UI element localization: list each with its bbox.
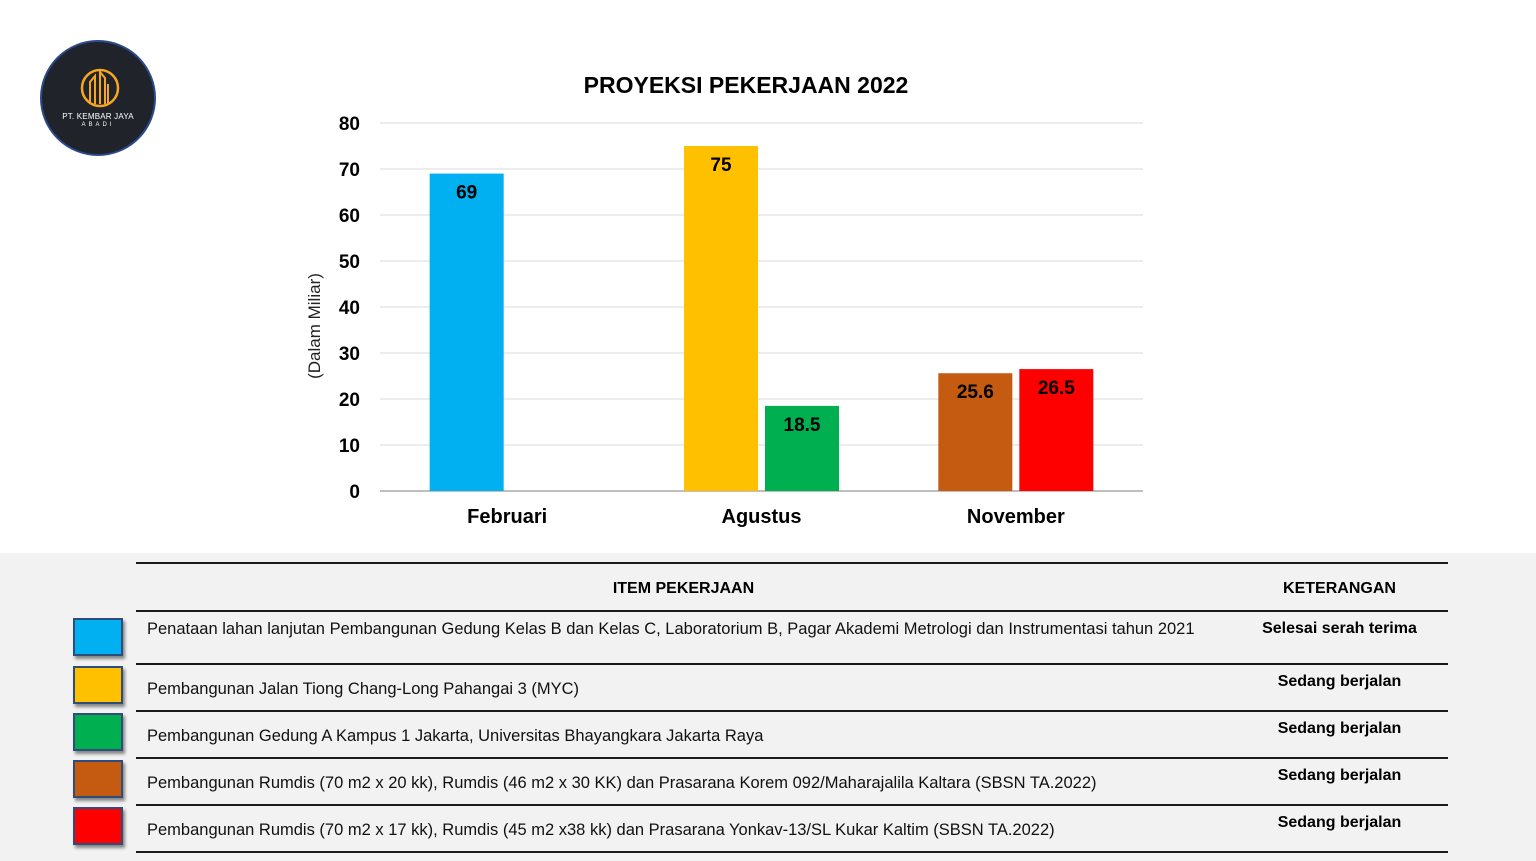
row-status: Sedang berjalan	[1277, 814, 1402, 831]
y-tick-label: 20	[339, 390, 360, 411]
y-tick-label: 40	[339, 298, 360, 319]
row-status: Sedang berjalan	[1277, 767, 1402, 784]
row-status: Sedang berjalan	[1277, 673, 1402, 690]
data-label: 26.5	[1038, 378, 1075, 399]
row-item-text: Pembangunan Rumdis (70 m2 x 20 kk), Rumd…	[147, 774, 1097, 792]
table-row: Pembangunan Rumdis (70 m2 x 17 kk), Rumd…	[136, 806, 1448, 853]
legend-swatch	[73, 666, 123, 704]
legend-swatch	[73, 713, 123, 751]
row-item-text: Penataan lahan lanjutan Pembangunan Gedu…	[147, 620, 1195, 638]
data-label: 69	[456, 183, 477, 204]
x-tick-label: Agustus	[722, 506, 802, 528]
legend-swatch	[73, 618, 123, 656]
bar-februari-1	[429, 173, 504, 491]
table-row: Pembangunan Gedung A Kampus 1 Jakarta, U…	[136, 712, 1448, 759]
work-items-table: ITEM PEKERJAAN KETERANGAN Penataan lahan…	[136, 562, 1448, 853]
header-item-pekerjaan: ITEM PEKERJAAN	[612, 580, 755, 597]
row-status: Selesai serah terima	[1262, 620, 1417, 637]
table-row: Penataan lahan lanjutan Pembangunan Gedu…	[136, 612, 1448, 665]
y-axis-label: (Dalam Miliar)	[305, 273, 324, 379]
row-item-text: Pembangunan Jalan Tiong Chang-Long Pahan…	[147, 680, 580, 698]
header-keterangan: KETERANGAN	[1283, 580, 1396, 597]
table-row: Pembangunan Jalan Tiong Chang-Long Pahan…	[136, 665, 1448, 712]
company-logo: PT. KEMBAR JAYA ABADI	[40, 40, 156, 156]
chart-title: PROYEKSI PEKERJAAN 2022	[584, 72, 909, 98]
row-status: Sedang berjalan	[1277, 720, 1402, 737]
y-tick-label: 80	[339, 114, 360, 135]
logo-company-name: PT. KEMBAR JAYA	[62, 112, 134, 121]
y-tick-label: 70	[339, 160, 360, 181]
y-tick-label: 50	[339, 252, 360, 273]
x-tick-label: November	[967, 506, 1065, 528]
building-logo-icon	[80, 68, 120, 108]
table-row: Pembangunan Rumdis (70 m2 x 20 kk), Rumd…	[136, 759, 1448, 806]
bar-chart: PROYEKSI PEKERJAAN 2022 (Dalam Miliar) 0…	[305, 72, 1143, 528]
table-header: ITEM PEKERJAAN KETERANGAN	[136, 564, 1448, 612]
y-tick-label: 60	[339, 206, 360, 227]
y-tick-label: 10	[339, 436, 360, 457]
row-item-text: Pembangunan Rumdis (70 m2 x 17 kk), Rumd…	[147, 821, 1055, 839]
data-label: 75	[710, 155, 732, 176]
data-label: 18.5	[784, 415, 821, 436]
bar-agustus-1	[684, 146, 758, 491]
x-tick-label: Februari	[467, 506, 547, 528]
legend-swatch	[73, 807, 123, 845]
legend-panel	[0, 553, 1536, 861]
y-tick-label: 30	[339, 344, 360, 365]
bar-november-2	[1019, 369, 1094, 491]
logo-company-sub: ABADI	[81, 122, 115, 128]
y-tick-label: 0	[349, 482, 360, 503]
legend-swatch	[73, 760, 123, 798]
row-item-text: Pembangunan Gedung A Kampus 1 Jakarta, U…	[147, 727, 764, 745]
bar-agustus-2	[765, 405, 839, 491]
data-label: 25.6	[957, 382, 994, 403]
bar-november-1	[938, 373, 1013, 491]
